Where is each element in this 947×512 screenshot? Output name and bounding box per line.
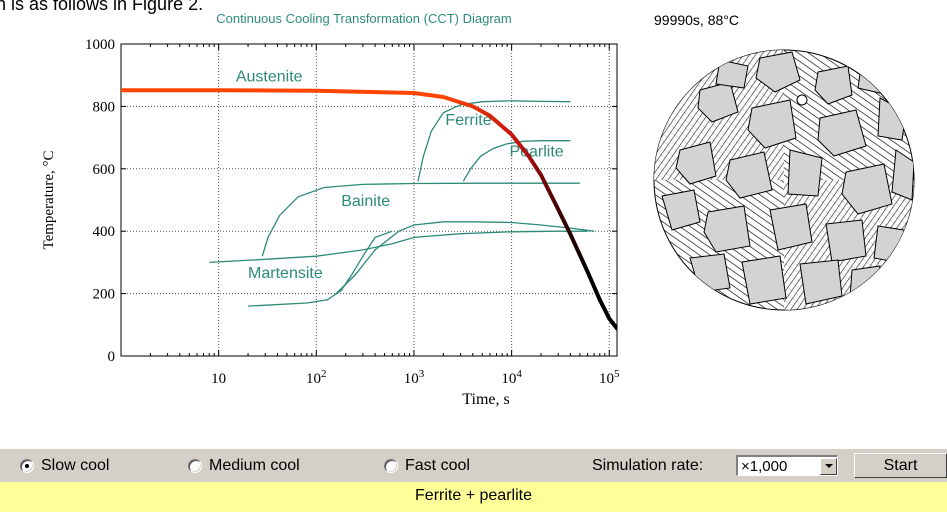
transformation-curve [248, 230, 393, 307]
x-tick-label: 104 [501, 368, 522, 387]
chart-title: Continuous Cooling Transformation (CCT) … [216, 11, 512, 26]
transformation-curve [417, 100, 571, 182]
radio-slow-cool[interactable]: Slow cool [20, 449, 109, 482]
start-button[interactable]: Start [854, 453, 947, 478]
microstructure-image [653, 49, 915, 311]
plot-frame [120, 43, 618, 357]
y-tick-label: 0 [108, 349, 116, 365]
y-tick-label: 800 [93, 99, 116, 115]
region-label: Austenite [236, 68, 303, 85]
y-tick-label: 1000 [85, 37, 115, 53]
y-axis-label: Temperature, °C [41, 150, 57, 249]
radio-medium-cool-indicator[interactable] [188, 458, 202, 473]
y-tick-label: 600 [93, 162, 116, 178]
transformation-curve [462, 140, 571, 182]
simulation-rate-select[interactable]: ×1,000 [736, 455, 838, 476]
cct-diagram: n is as follows in Figure 2. Continuous … [0, 0, 915, 408]
region-label: Bainite [341, 193, 390, 210]
x-tick-label: 10 [211, 371, 226, 387]
cooling-curve [121, 88, 617, 331]
x-tick-label: 103 [404, 368, 425, 387]
x-axis-ticks: 10 102 103 104 105 [120, 44, 620, 387]
x-tick-label: 102 [306, 368, 327, 387]
radio-fast-cool-indicator[interactable] [384, 458, 398, 473]
radio-medium-cool[interactable]: Medium cool [188, 449, 300, 482]
status-bar: Ferrite + pearlite [0, 482, 947, 512]
controls-bar: Slow cool Medium cool Fast cool Simulati… [0, 449, 947, 482]
radio-slow-cool-indicator[interactable] [20, 458, 34, 473]
time-temp-readout: 99990s, 88°C [654, 12, 739, 28]
top-fragment: n is as follows in Figure 2. [0, 0, 203, 14]
transformation-curve [261, 182, 580, 257]
radio-fast-cool[interactable]: Fast cool [384, 449, 470, 482]
radio-medium-cool-label: Medium cool [209, 456, 300, 474]
transformation-curve [209, 230, 588, 264]
region-label: Pearlite [509, 143, 563, 160]
y-tick-label: 400 [93, 224, 116, 240]
radio-slow-cool-label: Slow cool [41, 456, 110, 474]
transformation-curve [335, 221, 595, 295]
region-labels: Austenite Ferrite Pearlite Bainite Martensit… [234, 67, 565, 284]
region-label: Martensite [248, 265, 323, 282]
cooling-curve-group [121, 88, 617, 331]
y-axis-ticks: 0 200 400 600 800 1000 [85, 37, 617, 365]
radio-fast-cool-label: Fast cool [405, 456, 470, 474]
y-tick-label: 200 [93, 287, 116, 303]
simulation-rate-value: ×1,000 [741, 457, 788, 475]
chevron-down-icon[interactable] [820, 457, 837, 475]
region-label: Ferrite [445, 112, 491, 129]
grid-lines [121, 44, 617, 356]
x-tick-label: 105 [599, 368, 620, 387]
x-axis-label: Time, s [462, 391, 509, 408]
simulation-rate-label: Simulation rate: [592, 457, 704, 474]
transformation-curves [209, 100, 595, 307]
